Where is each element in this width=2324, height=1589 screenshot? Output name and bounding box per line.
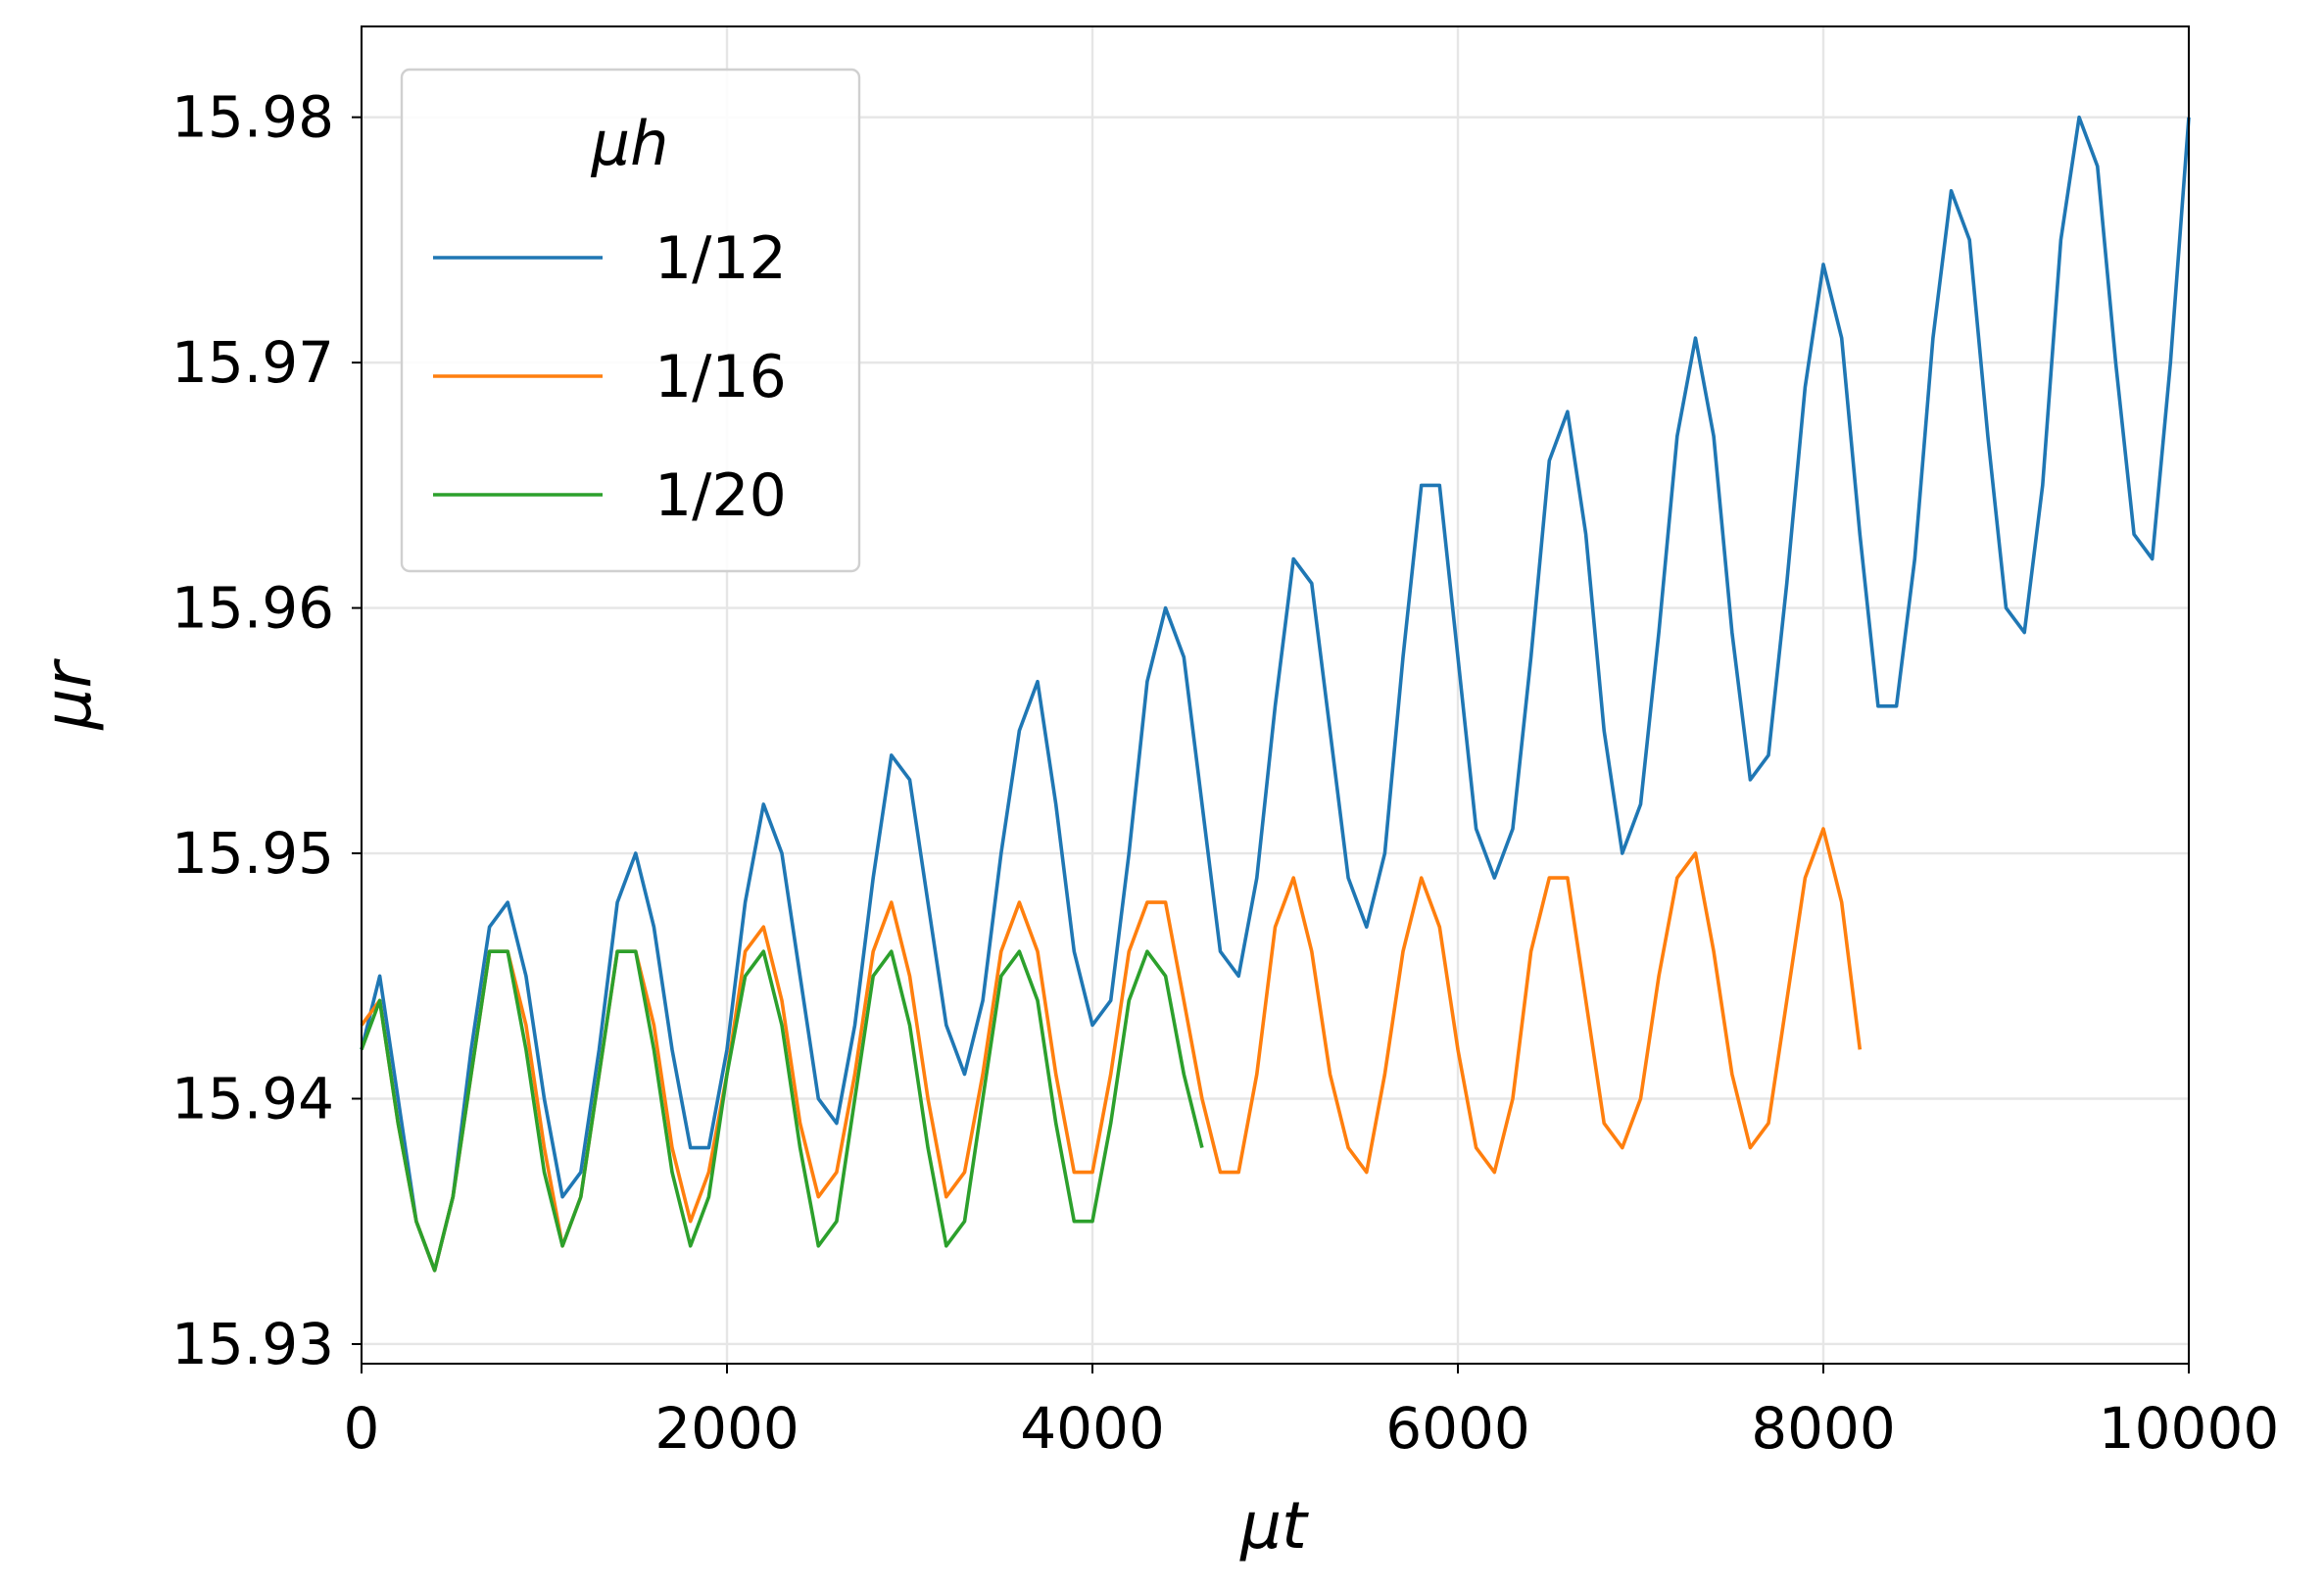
y-tick-label: 15.93 bbox=[171, 1311, 334, 1377]
x-tick-label: 2000 bbox=[654, 1395, 799, 1462]
legend-label: 1/16 bbox=[654, 343, 787, 411]
legend-label: 1/20 bbox=[654, 461, 787, 530]
y-axis-label: μr bbox=[30, 658, 106, 731]
legend-box bbox=[400, 68, 861, 573]
y-tick-label: 15.94 bbox=[171, 1066, 334, 1132]
legend: μh 1/12 1/16 1/20 bbox=[400, 68, 861, 573]
x-tick-label: 6000 bbox=[1385, 1395, 1530, 1462]
y-tick-label: 15.98 bbox=[171, 84, 334, 151]
x-tick-label: 4000 bbox=[1020, 1395, 1165, 1462]
x-tick-label: 0 bbox=[344, 1395, 380, 1462]
data-line bbox=[360, 949, 1204, 1273]
y-tick-label: 15.97 bbox=[171, 329, 334, 396]
x-axis-label: μt bbox=[1239, 1488, 1309, 1564]
y-tick-label: 15.95 bbox=[171, 820, 334, 887]
x-tick-label: 8000 bbox=[1751, 1395, 1896, 1462]
x-tick-label: 10000 bbox=[2099, 1395, 2280, 1462]
legend-title: μh bbox=[591, 108, 669, 179]
data-line bbox=[360, 115, 2191, 1273]
y-tick-label: 15.96 bbox=[171, 575, 334, 642]
plot-frame bbox=[361, 25, 2190, 1365]
legend-label: 1/12 bbox=[654, 224, 787, 293]
data-line bbox=[360, 827, 1863, 1273]
